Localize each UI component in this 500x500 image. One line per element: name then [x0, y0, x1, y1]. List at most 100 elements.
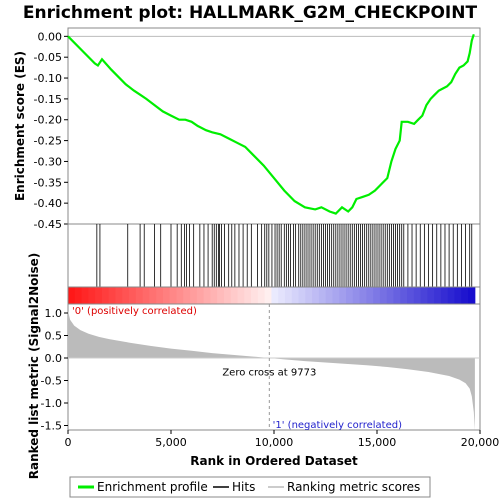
color-bar-segment	[318, 287, 327, 304]
es-y-axis-label: Enrichment score (ES)	[13, 51, 27, 201]
color-bar-segment	[400, 287, 408, 304]
color-bar-segment	[440, 287, 449, 304]
color-bar-segment	[257, 287, 266, 304]
enrichment-profile-line	[67, 33, 475, 215]
color-bar-segment	[176, 287, 184, 304]
metric-y-tick-label: -0.5	[41, 375, 62, 388]
color-bar-segment	[359, 287, 367, 304]
es-y-tick-label: -0.35	[34, 176, 62, 189]
color-bar-segment	[196, 287, 205, 304]
color-bar-segment	[169, 287, 177, 304]
metric-y-tick-label: 0.5	[45, 330, 63, 343]
color-bar-segment	[447, 287, 456, 304]
color-bar-segment	[217, 287, 225, 304]
color-bar-segment	[135, 287, 144, 304]
es-y-tick-label: -0.40	[34, 197, 62, 210]
color-bar-segment	[223, 287, 232, 304]
color-bar-segment	[244, 287, 252, 304]
color-bar-segment	[332, 287, 340, 304]
legend-metric-label: Ranking metric scores	[287, 480, 420, 494]
x-tick-label: 15,000	[358, 436, 397, 449]
legend-hits-label: Hits	[232, 480, 255, 494]
color-bar-segment	[413, 287, 422, 304]
legend-enrichment-label: Enrichment profile	[97, 480, 208, 494]
color-bar-segment	[366, 287, 374, 304]
color-bar-segment	[420, 287, 428, 304]
color-bar-segment	[203, 287, 211, 304]
color-bar-segment	[101, 287, 110, 304]
color-bar-segment	[264, 287, 272, 304]
positive-correlated-label: '0' (positively correlated)	[72, 306, 197, 317]
metric-y-tick-label: 0.0	[45, 352, 63, 365]
es-y-tick-label: 0.00	[38, 30, 63, 43]
color-bar-segment	[454, 287, 462, 304]
negative-correlated-label: '1' (negatively correlated)	[273, 420, 402, 431]
metric-y-axis-label: Ranked list metric (Signal2Noise)	[27, 253, 41, 480]
color-bar-segment	[74, 287, 83, 304]
color-bar-segment	[129, 287, 137, 304]
x-tick-label: 20,000	[461, 436, 500, 449]
color-bar-segment	[68, 287, 76, 304]
metric-y-axis: 1.0 0.5 0.0 -0.5 -1.0 -1.5	[41, 307, 68, 433]
color-bar-segment	[95, 287, 103, 304]
color-bar-segment	[284, 287, 293, 304]
color-bar-segment	[142, 287, 150, 304]
color-bar-segment	[291, 287, 300, 304]
color-bar-segment	[149, 287, 157, 304]
color-bar-segment	[427, 287, 435, 304]
color-bar-segment	[305, 287, 313, 304]
metric-y-tick-label: 1.0	[45, 307, 63, 320]
x-axis-label: Rank in Ordered Dataset	[190, 454, 358, 468]
color-bar-segment	[183, 287, 191, 304]
color-bar-segment	[339, 287, 347, 304]
hits-panel-frame	[67, 223, 481, 288]
color-bar-segment	[434, 287, 442, 304]
es-y-tick-label: -0.15	[34, 93, 62, 106]
es-y-tick-label: -0.05	[34, 51, 62, 64]
color-bar-segment	[162, 287, 171, 304]
color-bar-segment	[352, 287, 361, 304]
color-bar-segment	[312, 287, 320, 304]
color-bar-segment	[230, 287, 239, 304]
color-bar-segment	[407, 287, 415, 304]
color-bar-segment	[393, 287, 401, 304]
color-bar-segment	[81, 287, 89, 304]
zero-cross-label: Zero cross at 9773	[222, 368, 316, 379]
metric-y-tick-label: -1.0	[41, 397, 62, 410]
es-y-tick-label: -0.25	[34, 135, 62, 148]
color-bar-segment	[386, 287, 394, 304]
es-y-tick-label: -0.10	[34, 72, 62, 85]
chart-title: Enrichment plot: HALLMARK_G2M_CHECKPOINT	[23, 3, 478, 23]
color-bar-segment	[373, 287, 381, 304]
x-axis: 0 5,000 10,000 15,000 20,000	[65, 430, 500, 449]
x-tick-label: 5,000	[155, 436, 187, 449]
color-bar-segment	[271, 287, 279, 304]
color-bar-segment	[325, 287, 333, 304]
color-bar-segment	[108, 287, 116, 304]
color-bar-segment	[346, 287, 354, 304]
color-bar-segment	[278, 287, 286, 304]
x-tick-label: 10,000	[255, 436, 294, 449]
color-bar-segment	[298, 287, 306, 304]
color-bar-segment	[190, 287, 198, 304]
color-bar-segment	[88, 287, 96, 304]
color-bar-segment	[156, 287, 164, 304]
rank-color-bar	[68, 287, 476, 304]
es-y-tick-label: -0.30	[34, 155, 62, 168]
metric-y-tick-label: -1.5	[41, 420, 62, 433]
color-bar-segment	[122, 287, 130, 304]
color-bar-segment	[115, 287, 123, 304]
x-tick-label: 0	[65, 436, 72, 449]
es-y-tick-label: -0.20	[34, 114, 62, 127]
color-bar-segment	[461, 287, 469, 304]
color-bar-segment	[251, 287, 259, 304]
color-bar-segment	[210, 287, 218, 304]
es-panel-frame	[67, 27, 481, 225]
color-bar-segment	[237, 287, 245, 304]
color-bar-segment	[379, 287, 388, 304]
es-y-tick-label: -0.45	[34, 218, 62, 231]
legend-box	[69, 476, 431, 498]
hits-ticks	[96, 224, 473, 287]
es-y-axis: 0.00 -0.05 -0.10 -0.15 -0.20 -0.25 -0.30 -0.35 -…	[34, 30, 68, 231]
